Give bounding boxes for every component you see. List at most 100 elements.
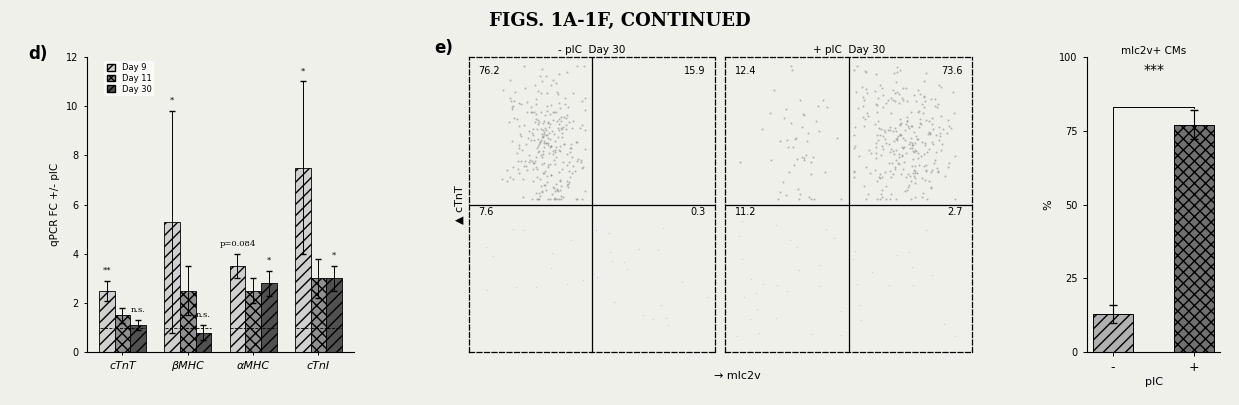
Point (509, 145, 529, 151)
Point (800, 158, 820, 165)
Point (534, 143, 554, 150)
Point (922, 121, 942, 127)
Text: 15.9: 15.9 (684, 66, 706, 76)
Point (538, 108, 558, 114)
Point (815, 226, 835, 232)
Point (535, 182, 555, 188)
Bar (114, 315, 130, 352)
Point (523, 132, 543, 139)
Point (876, 195, 896, 202)
Point (513, 227, 533, 233)
Text: 76.2: 76.2 (478, 66, 501, 76)
Point (535, 112, 555, 119)
Point (881, 191, 901, 198)
Point (945, 152, 965, 159)
Point (512, 101, 532, 107)
Point (918, 149, 938, 156)
Point (575, 188, 595, 194)
Point (793, 111, 813, 117)
Point (540, 171, 560, 178)
Point (565, 168, 585, 175)
Point (844, 132, 864, 139)
Text: **: ** (103, 267, 112, 275)
Point (916, 166, 935, 173)
Point (529, 148, 549, 154)
Point (538, 139, 558, 146)
Point (535, 186, 555, 193)
Point (529, 88, 549, 94)
Bar (1173, 125, 1214, 352)
Point (530, 176, 550, 183)
Point (548, 89, 567, 95)
Point (886, 78, 906, 85)
Point (790, 191, 810, 198)
Point (548, 117, 567, 124)
Point (553, 166, 572, 173)
Point (779, 237, 799, 243)
Point (567, 139, 587, 146)
Point (525, 101, 545, 107)
Point (561, 237, 581, 243)
Point (539, 142, 559, 149)
Point (912, 153, 932, 159)
Point (803, 154, 823, 160)
Point (790, 97, 810, 104)
Point (815, 169, 835, 175)
Point (509, 100, 529, 106)
Point (900, 172, 919, 179)
Point (794, 155, 814, 162)
Point (533, 147, 553, 154)
Point (867, 132, 887, 139)
Point (875, 169, 895, 175)
Bar (326, 279, 342, 352)
Point (657, 315, 676, 321)
Point (912, 139, 932, 145)
Point (906, 133, 926, 139)
Point (914, 142, 934, 149)
Point (909, 91, 929, 97)
Point (891, 131, 911, 138)
Point (903, 148, 923, 155)
Point (561, 170, 581, 176)
Point (896, 173, 916, 180)
Point (658, 322, 678, 329)
Point (873, 104, 893, 111)
Point (566, 158, 586, 164)
Bar (245, 291, 261, 352)
Point (528, 145, 548, 151)
Point (846, 89, 866, 96)
Point (501, 174, 520, 181)
Point (517, 109, 536, 115)
Point (524, 109, 544, 115)
Text: *: * (266, 257, 271, 265)
Point (908, 150, 928, 157)
Point (807, 118, 826, 124)
Point (504, 98, 524, 105)
Point (787, 134, 807, 141)
Point (844, 256, 864, 262)
Point (528, 126, 548, 132)
Point (876, 136, 896, 142)
Point (930, 130, 950, 136)
Point (872, 187, 892, 193)
Point (572, 98, 592, 104)
Point (520, 103, 540, 110)
Point (887, 68, 907, 75)
Text: 73.6: 73.6 (940, 66, 963, 76)
Point (888, 100, 908, 107)
Point (887, 89, 907, 96)
Point (550, 187, 570, 194)
Point (897, 98, 917, 104)
Point (876, 183, 896, 190)
Point (867, 178, 887, 184)
Point (563, 154, 582, 161)
Point (878, 96, 898, 103)
Point (870, 171, 890, 177)
Point (890, 151, 909, 158)
Bar (311, 279, 326, 352)
Point (911, 116, 930, 123)
Point (794, 156, 814, 163)
Point (534, 134, 554, 140)
Point (881, 195, 901, 202)
Point (548, 185, 567, 192)
